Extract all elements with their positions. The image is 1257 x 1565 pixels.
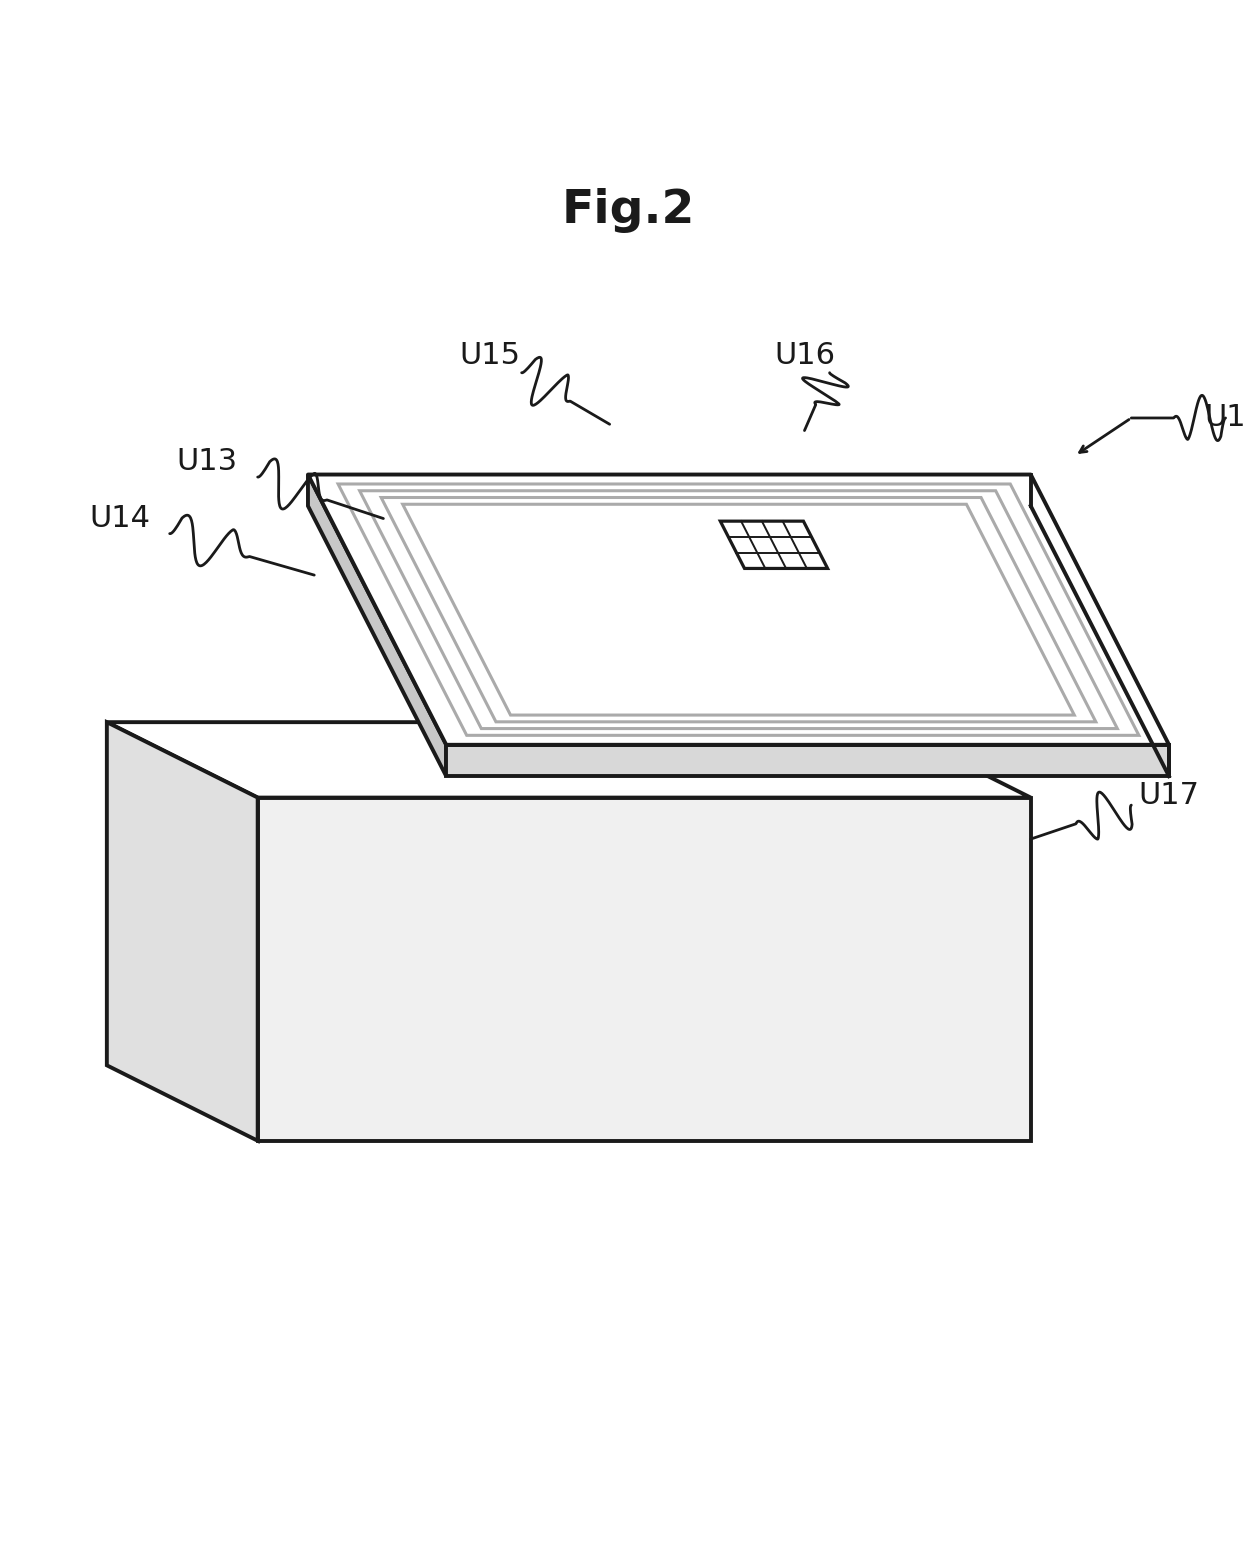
Text: U17: U17 (1139, 781, 1199, 809)
Text: U15: U15 (460, 341, 520, 369)
Text: U14: U14 (89, 504, 150, 534)
Text: U16: U16 (774, 341, 835, 369)
Polygon shape (720, 521, 827, 568)
Text: Fig.2: Fig.2 (562, 188, 695, 233)
Text: U1: U1 (1204, 404, 1247, 432)
Polygon shape (258, 798, 1031, 1141)
Polygon shape (308, 474, 1169, 745)
Polygon shape (446, 745, 1169, 776)
Text: U13: U13 (177, 448, 238, 476)
Polygon shape (308, 474, 446, 776)
Polygon shape (107, 721, 1031, 798)
Polygon shape (107, 721, 258, 1141)
